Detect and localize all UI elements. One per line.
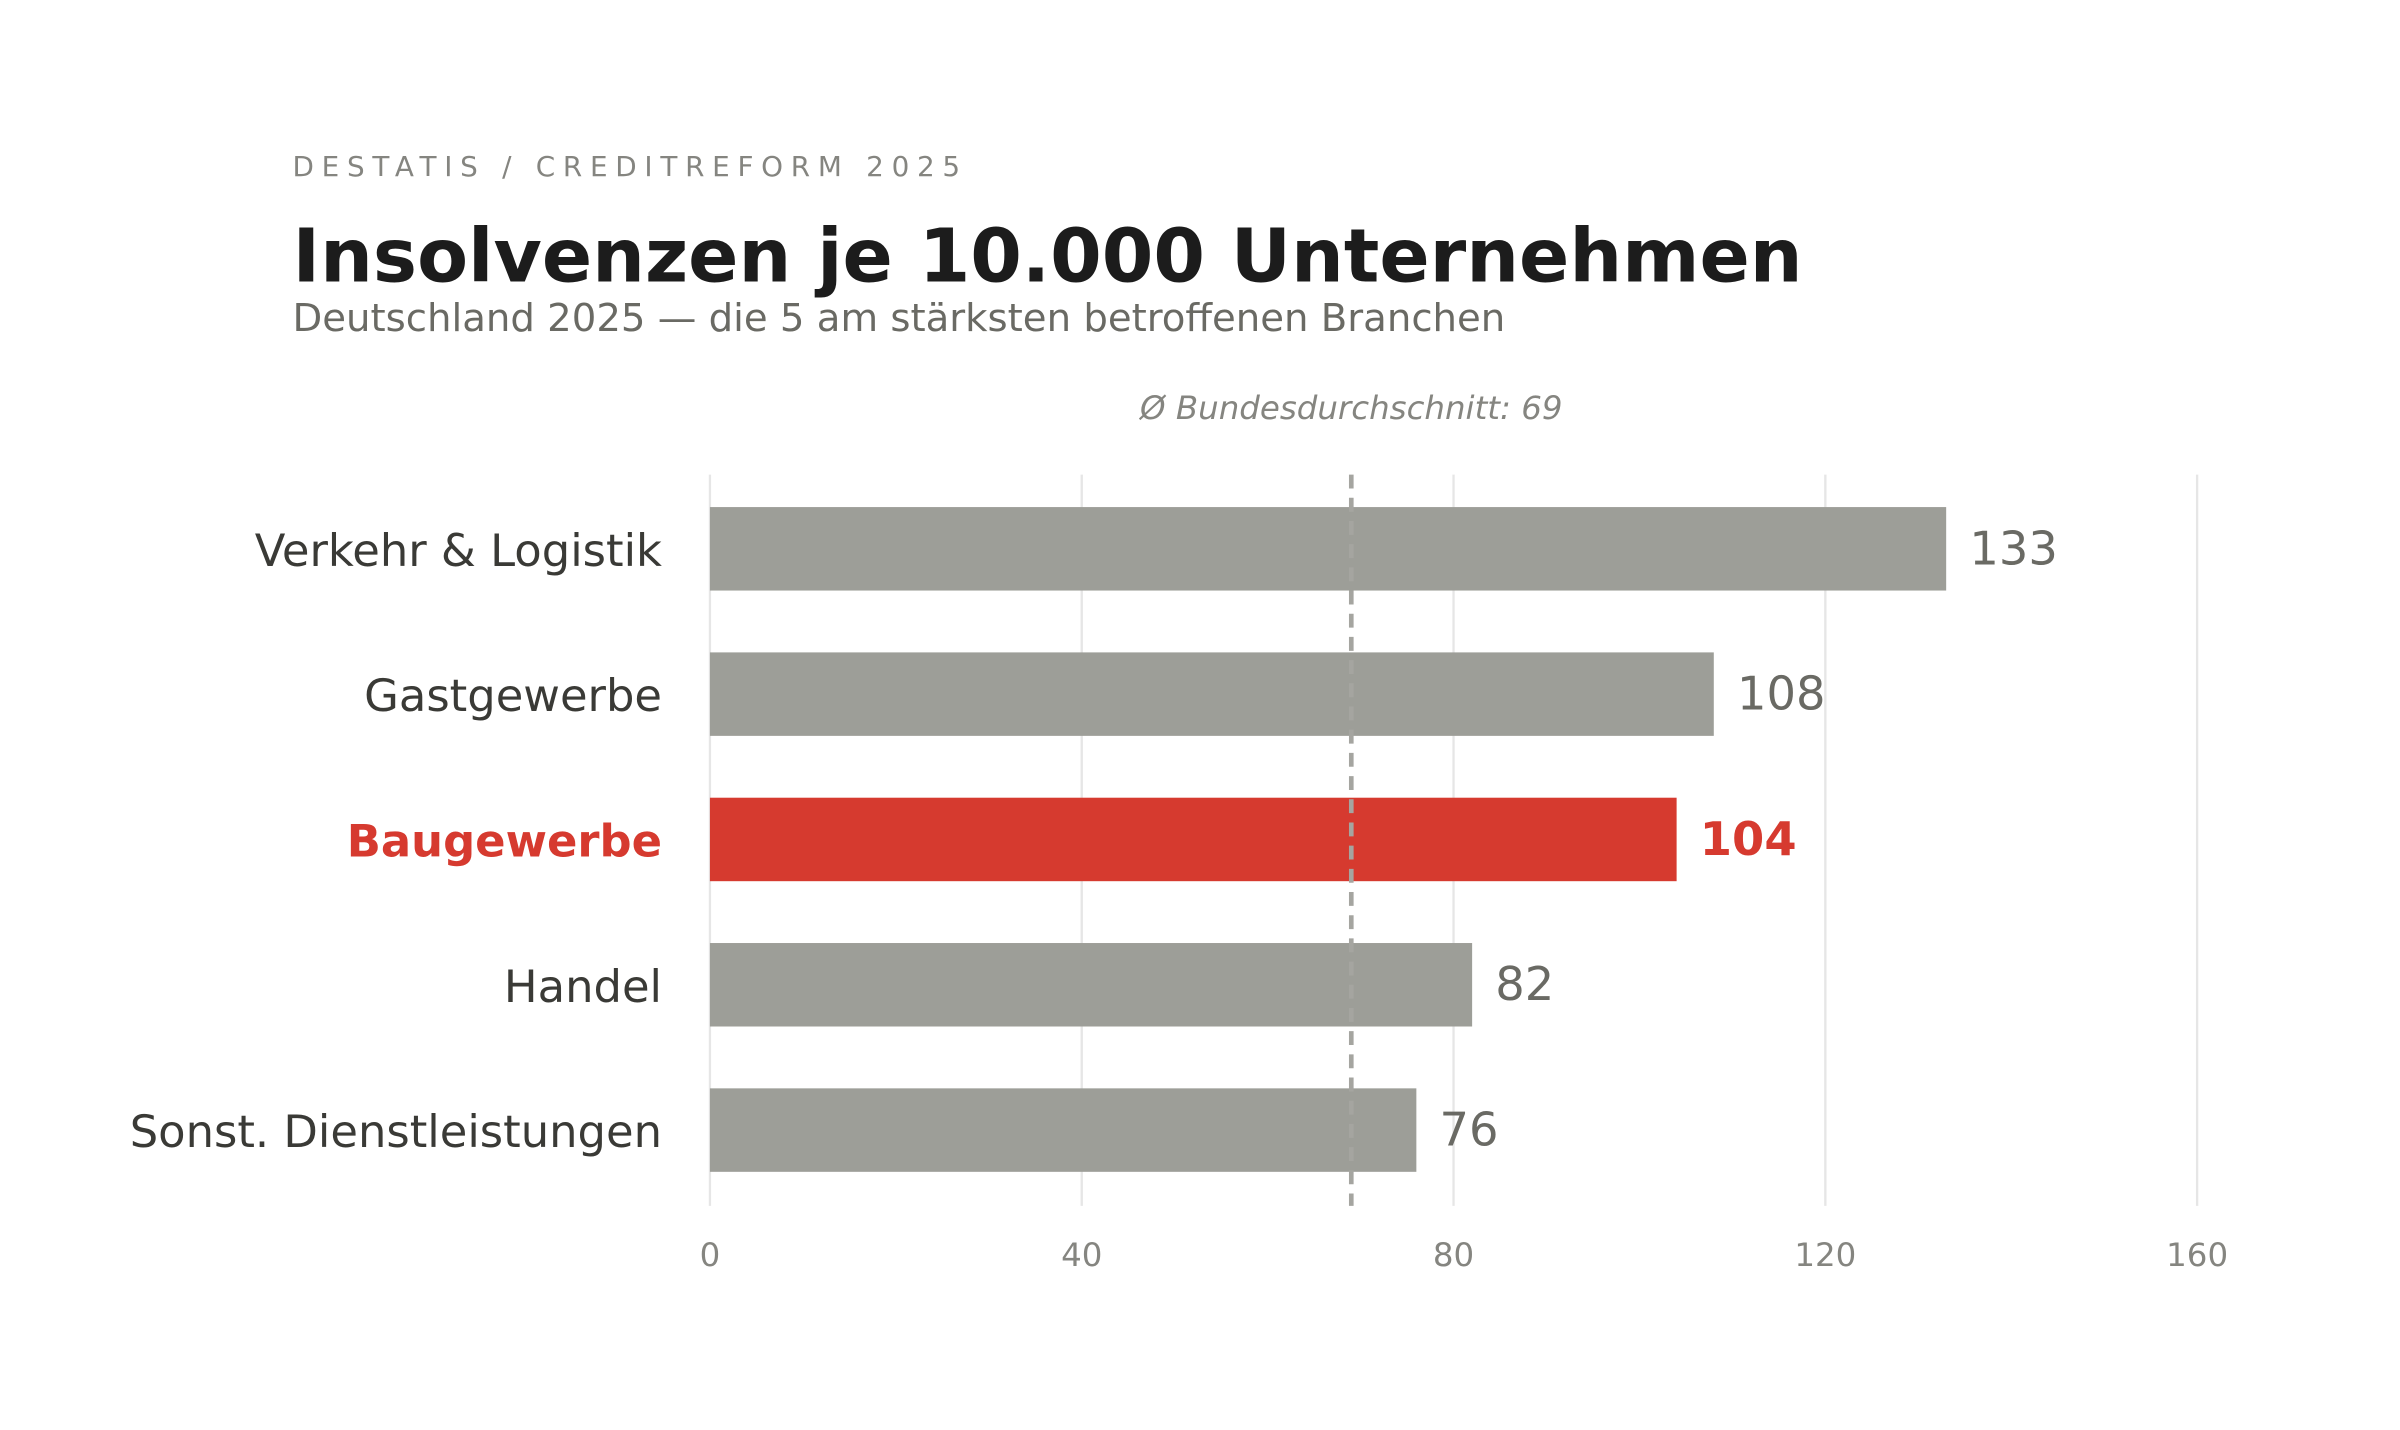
value-label: 104 <box>1700 812 1797 866</box>
y-tick-label: Gastgewerbe <box>364 669 662 722</box>
bar <box>709 943 1473 1027</box>
bar <box>709 797 1677 882</box>
x-tick-label: 40 <box>1061 1236 1102 1274</box>
subtitle: Deutschland 2025 — die 5 am stärksten be… <box>293 296 1506 341</box>
y-tick-label: Sonst. Dienstleistungen <box>130 1105 662 1158</box>
x-tick-label: 0 <box>700 1236 721 1274</box>
reference-label: Ø Bundesdurchschnitt: 69 <box>1138 389 1563 427</box>
y-tick-label: Handel <box>504 960 662 1013</box>
value-label: 133 <box>1969 521 2057 575</box>
bar <box>709 1088 1417 1172</box>
source: DESTATIS / CREDITREFORM 2025 <box>293 150 968 183</box>
y-tick-label: Verkehr & Logistik <box>255 524 662 577</box>
x-tick-label: 80 <box>1433 1236 1474 1274</box>
bar <box>709 507 1947 591</box>
value-label: 82 <box>1495 957 1554 1011</box>
x-tick-label: 160 <box>2166 1236 2228 1274</box>
value-label: 76 <box>1440 1103 1499 1157</box>
bar <box>709 652 1714 736</box>
y-tick-label: Baugewerbe <box>347 814 662 867</box>
value-label: 108 <box>1737 667 1826 721</box>
x-tick-label: 120 <box>1794 1236 1856 1274</box>
chart-title: Insolvenzen je 10.000 Unternehmen <box>293 213 1803 299</box>
